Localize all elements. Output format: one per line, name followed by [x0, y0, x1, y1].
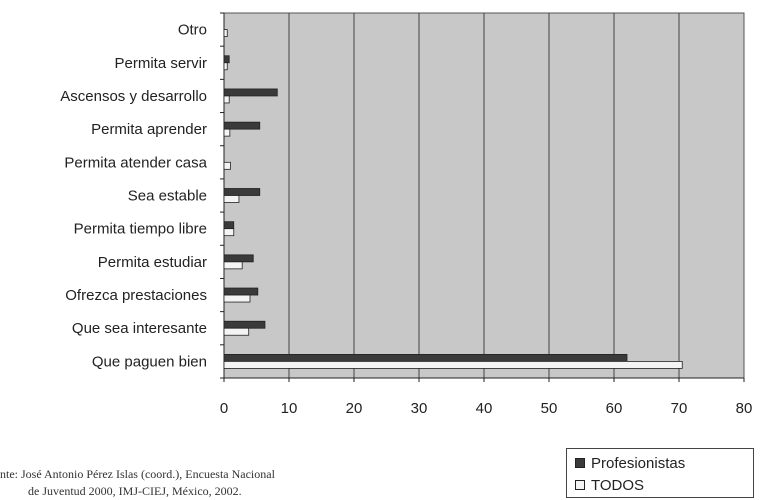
legend-label-profesionistas: Profesionistas [591, 454, 686, 472]
x-tick-label: 70 [671, 400, 688, 417]
bar-profesionistas [223, 221, 235, 230]
bar-todos [223, 128, 231, 137]
category-label: Ofrezca prestaciones [65, 287, 207, 304]
x-tick-label: 60 [606, 400, 623, 417]
x-tick-label: 40 [476, 400, 493, 417]
x-tick-label: 20 [346, 400, 363, 417]
x-tick-label: 10 [281, 400, 298, 417]
category-label: Ascensos y desarrollo [60, 88, 207, 105]
legend-item-profesionistas: Profesionistas [567, 452, 753, 474]
x-tick-label: 30 [411, 400, 428, 417]
x-tick-label: 50 [541, 400, 558, 417]
category-label: Permita atender casa [64, 154, 207, 171]
source-line-1: nte: José Antonio Pérez Islas (coord.), … [0, 467, 275, 481]
bar-todos [223, 261, 243, 270]
legend-label-todos: TODOS [591, 476, 645, 494]
bar-profesionistas [223, 287, 259, 296]
bar-profesionistas [223, 121, 261, 130]
legend-item-todos: TODOS [567, 474, 753, 496]
bar-todos [223, 327, 250, 336]
x-tick-label: 80 [736, 400, 753, 417]
bar-profesionistas [223, 188, 261, 196]
bar-todos [223, 294, 251, 303]
bar-profesionistas [223, 254, 254, 263]
bar-todos [223, 361, 683, 369]
chart-legend: Profesionistas TODOS [566, 448, 754, 498]
legend-swatch-profesionistas [575, 458, 585, 468]
category-label: Otro [178, 22, 207, 39]
legend-swatch-todos [575, 480, 585, 490]
category-label: Permita estudiar [98, 254, 207, 271]
bar-todos [223, 95, 230, 104]
source-note: nte: José Antonio Pérez Islas (coord.), … [0, 466, 470, 500]
bar-chart: Otro Permita servir Ascensos y desarrollo P… [60, 12, 753, 417]
bar-profesionistas [223, 55, 230, 64]
bar-profesionistas [223, 354, 628, 362]
bar-todos [223, 29, 228, 37]
source-line-2: de Juventud 2000, IMJ-CIEJ, México, 2002… [28, 484, 242, 498]
bar-profesionistas [223, 320, 266, 329]
x-tick-label: 0 [220, 400, 228, 417]
bar-todos [223, 195, 240, 203]
bar-todos [223, 62, 228, 71]
bar-profesionistas [223, 88, 278, 97]
category-label: Que sea interesante [72, 320, 207, 337]
category-label: Permita tiempo libre [74, 221, 207, 238]
bar-todos [223, 228, 235, 237]
bar-todos [223, 161, 231, 170]
category-label: Que paguen bien [92, 353, 207, 370]
category-label: Permita aprender [91, 121, 207, 138]
category-label: Permita servir [114, 55, 207, 72]
category-label: Sea estable [128, 188, 207, 205]
